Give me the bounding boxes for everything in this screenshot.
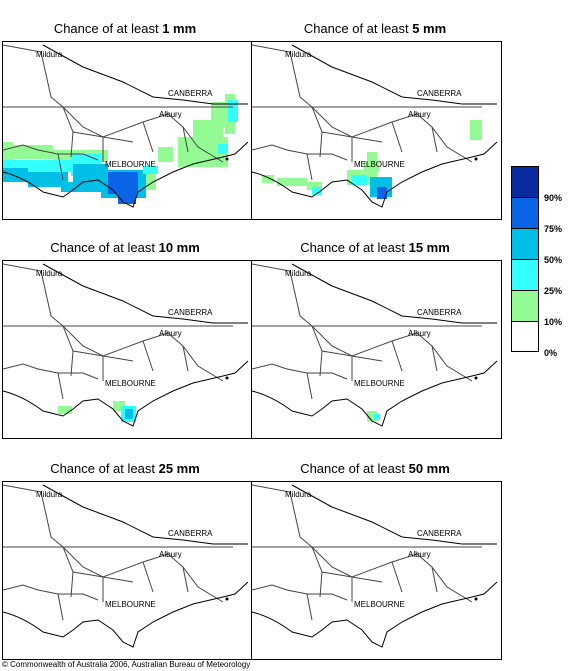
legend-label-90: 90% <box>544 193 563 203</box>
map-10mm: Mildura CANBERRA Albury MELBOURNE <box>2 260 253 439</box>
place-mildura: Mildura <box>285 269 312 278</box>
legend-swatch-50 <box>511 228 539 259</box>
place-albury: Albury <box>159 550 182 559</box>
legend-label-10: 10% <box>544 317 563 327</box>
place-melbourne: MELBOURNE <box>105 160 156 169</box>
panel-title-50mm: Chance of at least 50 mm <box>300 461 450 476</box>
map-50mm: Mildura CANBERRA Albury MELBOURNE <box>251 481 502 660</box>
place-canberra: CANBERRA <box>168 308 213 317</box>
legend-swatch-75 <box>511 197 539 228</box>
map-25mm: Mildura CANBERRA Albury MELBOURNE <box>2 481 253 660</box>
place-melbourne: MELBOURNE <box>105 600 156 609</box>
legend-swatch-0 <box>511 321 539 352</box>
map-outline-25mm <box>3 484 249 648</box>
copyright-notice: © Commonwealth of Australia 2006, Austra… <box>2 660 251 669</box>
place-canberra: CANBERRA <box>168 89 213 98</box>
place-albury: Albury <box>408 550 431 559</box>
legend-swatch-25 <box>511 259 539 290</box>
panel-title-1mm: Chance of at least 1 mm <box>53 21 197 36</box>
map-5mm: Mildura CANBERRA Albury MELBOURNE <box>251 41 502 220</box>
legend-label-50: 50% <box>544 255 563 265</box>
place-albury: Albury <box>408 329 431 338</box>
place-canberra: CANBERRA <box>168 529 213 538</box>
place-canberra: CANBERRA <box>417 308 462 317</box>
panel-title-5mm: Chance of at least 5 mm <box>303 21 447 36</box>
place-melbourne: MELBOURNE <box>354 160 405 169</box>
place-mildura: Mildura <box>36 490 63 499</box>
map-15mm: Mildura CANBERRA Albury MELBOURNE <box>251 260 502 439</box>
place-melbourne: MELBOURNE <box>105 379 156 388</box>
legend-swatch-10 <box>511 290 539 321</box>
place-melbourne: MELBOURNE <box>354 379 405 388</box>
place-albury: Albury <box>408 110 431 119</box>
place-canberra: CANBERRA <box>417 529 462 538</box>
place-canberra: CANBERRA <box>417 89 462 98</box>
panel-title-15mm: Chance of at least 15 mm <box>300 240 450 255</box>
panel-title-10mm: Chance of at least 10 mm <box>50 240 200 255</box>
rain-overlay-15mm <box>252 263 498 427</box>
legend <box>511 166 539 352</box>
legend-label-0: 0% <box>544 348 558 358</box>
rain-overlay-5mm <box>252 44 498 208</box>
place-mildura: Mildura <box>285 50 312 59</box>
place-mildura: Mildura <box>36 269 63 278</box>
rain-overlay-1mm <box>3 44 249 208</box>
place-mildura: Mildura <box>285 490 312 499</box>
legend-label-25: 25% <box>544 286 563 296</box>
place-mildura: Mildura <box>36 50 63 59</box>
legend-swatch-90 <box>511 166 539 197</box>
place-albury: Albury <box>159 329 182 338</box>
place-albury: Albury <box>159 110 182 119</box>
place-melbourne: MELBOURNE <box>354 600 405 609</box>
map-outline-50mm <box>252 484 498 648</box>
map-1mm: Mildura CANBERRA Albury MELBOURNE <box>2 41 253 220</box>
rain-overlay-10mm <box>3 263 249 427</box>
legend-label-75: 75% <box>544 224 563 234</box>
panel-title-25mm: Chance of at least 25 mm <box>50 461 200 476</box>
